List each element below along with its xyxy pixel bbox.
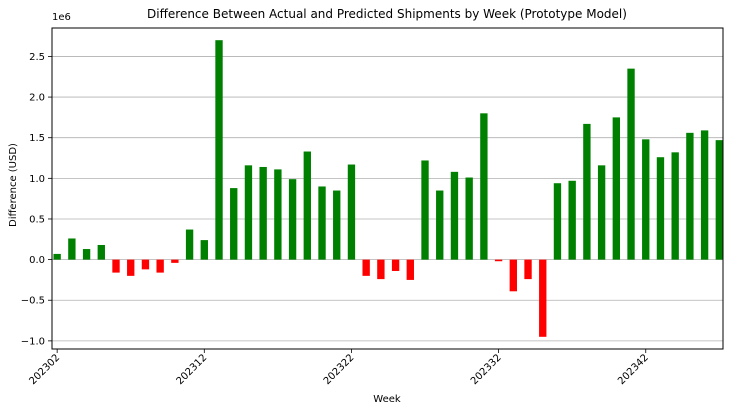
bar-202308 (141, 259, 150, 270)
bar-202314 (230, 188, 238, 260)
bar-202338 (583, 123, 591, 260)
y-axis-label: Difference (USD) (8, 143, 19, 227)
bars (53, 40, 723, 337)
bar-202315 (244, 165, 253, 260)
bar-202313 (215, 40, 223, 260)
y-tick-label: 2.5 (29, 52, 45, 63)
bar-202318 (288, 179, 297, 260)
y-tick-label: −0.5 (21, 296, 45, 307)
x-tick-label: 202342 (616, 352, 651, 387)
bar-202306 (112, 259, 120, 273)
y-tick-label: 2.0 (29, 93, 45, 104)
bar-202336 (553, 183, 562, 260)
bar-202324 (377, 259, 385, 280)
bar-202332 (494, 259, 503, 262)
x-ticks: 202302 202312 202322 202332 202342 (27, 349, 651, 387)
y-tick-label: −1.0 (21, 336, 45, 347)
bar-202345 (686, 132, 694, 260)
bar-202325 (391, 259, 400, 271)
grid-lines (52, 56, 723, 342)
bar-202326 (406, 259, 414, 280)
bar-202309 (156, 259, 164, 273)
bar-202310 (171, 259, 179, 263)
bar-202302 (53, 253, 61, 260)
bar-202327 (421, 160, 429, 260)
bar-202303 (68, 238, 76, 260)
bar-202343 (656, 157, 665, 260)
bar-202337 (568, 180, 576, 260)
bar-202319 (303, 151, 311, 260)
bar-202333 (509, 259, 517, 292)
bar-202344 (671, 152, 679, 260)
x-tick-label: 202322 (322, 352, 357, 387)
bar-202330 (465, 177, 473, 260)
y-ticks: −1.0 −0.5 0.0 0.5 1.0 1.5 2.0 2.5 (21, 52, 52, 347)
bar-202347 (715, 140, 723, 260)
bar-202340 (612, 117, 620, 260)
bar-202329 (450, 171, 459, 260)
y-scale-label: 1e6 (52, 12, 71, 23)
bar-202328 (436, 190, 444, 260)
x-tick-label: 202302 (27, 352, 62, 387)
bar-202307 (127, 259, 135, 276)
bar-202316 (259, 166, 267, 260)
bar-202341 (627, 68, 635, 260)
plot-frame (51, 27, 724, 350)
bar-202317 (274, 169, 282, 260)
bar-202346 (700, 130, 709, 260)
bar-202311 (185, 229, 194, 260)
x-tick-label: 202332 (469, 352, 504, 387)
bar-202334 (524, 259, 532, 280)
bar-202321 (333, 190, 341, 260)
bar-202304 (82, 249, 91, 260)
bar-202305 (97, 244, 105, 260)
x-tick-label: 202312 (175, 352, 210, 387)
y-tick-label: 0.0 (29, 255, 45, 266)
bar-202342 (642, 139, 650, 260)
bar-202322 (347, 164, 356, 260)
chart-title: Difference Between Actual and Predicted … (147, 7, 627, 21)
y-tick-label: 1.5 (29, 133, 45, 144)
bar-202320 (318, 186, 326, 260)
x-axis-label: Week (373, 394, 401, 405)
bar-202331 (480, 113, 488, 260)
y-tick-label: 1.0 (29, 174, 45, 185)
bar-202339 (597, 165, 606, 260)
y-tick-label: 0.5 (29, 214, 45, 225)
bar-202335 (539, 259, 547, 337)
bar-202323 (362, 259, 370, 276)
bar-202312 (200, 240, 208, 260)
